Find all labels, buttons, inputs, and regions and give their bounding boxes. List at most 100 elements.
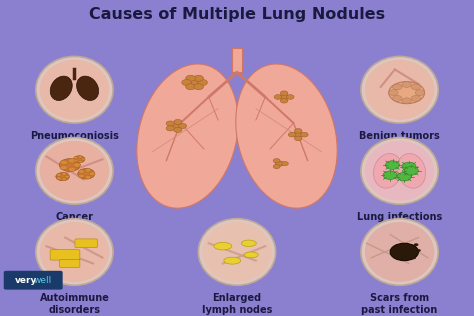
Circle shape	[56, 173, 69, 181]
Text: Scars from
past infection: Scars from past infection	[362, 293, 438, 315]
Text: Autoimmune
disorders: Autoimmune disorders	[39, 293, 109, 315]
Circle shape	[73, 163, 81, 167]
Circle shape	[414, 243, 419, 246]
Text: Enlarged
lymph nodes: Enlarged lymph nodes	[202, 293, 272, 315]
Text: Causes of Multiple Lung Nodules: Causes of Multiple Lung Nodules	[89, 7, 385, 22]
Ellipse shape	[361, 219, 438, 285]
Circle shape	[392, 84, 402, 90]
Circle shape	[62, 173, 66, 175]
Ellipse shape	[36, 219, 113, 285]
Circle shape	[280, 91, 288, 95]
Circle shape	[73, 156, 85, 163]
FancyBboxPatch shape	[4, 271, 63, 290]
Circle shape	[273, 159, 280, 163]
Circle shape	[85, 175, 91, 179]
Ellipse shape	[365, 222, 434, 282]
Circle shape	[293, 132, 303, 137]
Ellipse shape	[236, 64, 337, 208]
Circle shape	[415, 90, 425, 95]
Circle shape	[279, 94, 289, 100]
Ellipse shape	[214, 242, 232, 250]
Circle shape	[404, 167, 419, 175]
Circle shape	[68, 167, 75, 172]
Circle shape	[68, 159, 75, 163]
Ellipse shape	[198, 219, 276, 285]
Text: Lung infections: Lung infections	[357, 212, 442, 222]
Circle shape	[173, 127, 182, 132]
Circle shape	[166, 126, 174, 131]
Circle shape	[171, 123, 181, 129]
Circle shape	[397, 172, 411, 181]
Text: very: very	[15, 276, 37, 285]
Ellipse shape	[224, 257, 241, 264]
Bar	[232, 48, 242, 72]
Circle shape	[389, 82, 425, 104]
Circle shape	[294, 129, 302, 133]
Ellipse shape	[137, 64, 238, 208]
Ellipse shape	[40, 222, 109, 282]
Text: Pneumoconiosis: Pneumoconiosis	[30, 131, 119, 141]
Circle shape	[383, 171, 397, 179]
FancyBboxPatch shape	[60, 259, 80, 268]
Circle shape	[189, 79, 201, 86]
Circle shape	[194, 75, 203, 81]
Ellipse shape	[244, 252, 258, 258]
Circle shape	[390, 243, 419, 261]
Circle shape	[56, 177, 61, 180]
Circle shape	[78, 156, 82, 158]
Circle shape	[78, 174, 84, 178]
Circle shape	[178, 124, 187, 129]
Ellipse shape	[241, 240, 256, 246]
Circle shape	[56, 173, 61, 176]
Circle shape	[280, 98, 288, 103]
Circle shape	[182, 80, 191, 86]
Ellipse shape	[374, 154, 402, 188]
Circle shape	[286, 95, 294, 99]
Ellipse shape	[40, 141, 109, 201]
Text: Benign tumors: Benign tumors	[359, 131, 440, 141]
Circle shape	[198, 80, 208, 86]
Circle shape	[288, 132, 296, 137]
Ellipse shape	[397, 154, 426, 188]
Circle shape	[85, 168, 91, 172]
Ellipse shape	[36, 137, 113, 204]
FancyBboxPatch shape	[75, 239, 98, 248]
Circle shape	[62, 178, 66, 181]
Circle shape	[402, 162, 416, 171]
Ellipse shape	[365, 141, 434, 201]
Ellipse shape	[202, 222, 272, 282]
Ellipse shape	[365, 60, 434, 120]
Circle shape	[78, 170, 84, 173]
Circle shape	[78, 160, 82, 163]
Circle shape	[402, 82, 411, 88]
Circle shape	[416, 249, 421, 252]
Circle shape	[389, 90, 398, 95]
Circle shape	[273, 164, 280, 169]
Ellipse shape	[77, 76, 99, 100]
Circle shape	[275, 161, 283, 166]
Circle shape	[411, 84, 421, 90]
Circle shape	[385, 161, 400, 169]
Circle shape	[81, 158, 85, 161]
Circle shape	[74, 160, 78, 162]
Circle shape	[60, 160, 67, 165]
FancyBboxPatch shape	[50, 250, 80, 260]
Circle shape	[294, 136, 302, 141]
Circle shape	[186, 84, 195, 90]
Circle shape	[301, 132, 308, 137]
Circle shape	[194, 84, 203, 90]
Ellipse shape	[50, 76, 72, 100]
Circle shape	[411, 256, 416, 259]
Circle shape	[186, 75, 195, 81]
Circle shape	[402, 98, 411, 104]
Circle shape	[411, 95, 421, 101]
Circle shape	[65, 175, 70, 178]
Circle shape	[166, 121, 174, 126]
Text: well: well	[34, 276, 52, 285]
Circle shape	[282, 161, 288, 166]
Ellipse shape	[36, 57, 113, 123]
Circle shape	[78, 168, 95, 179]
Circle shape	[274, 95, 282, 99]
Ellipse shape	[361, 137, 438, 204]
Text: Cancer: Cancer	[55, 212, 93, 222]
